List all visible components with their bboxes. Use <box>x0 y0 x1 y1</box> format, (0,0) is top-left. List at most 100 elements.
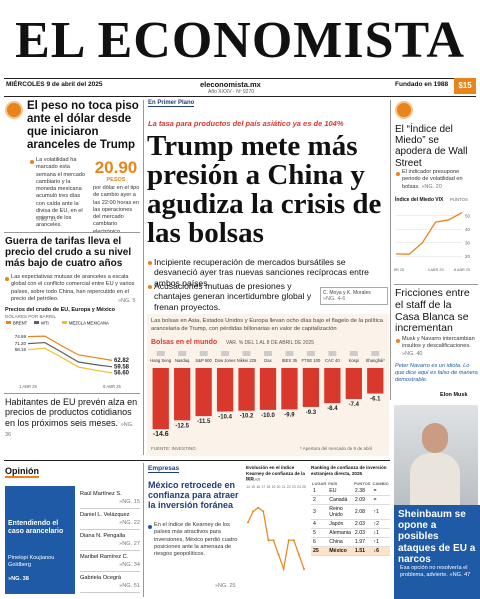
section-tag: En Primer Plano <box>148 100 195 107</box>
cell: 3 <box>311 504 328 520</box>
cell: ↓1 <box>371 528 390 538</box>
section-tag: Opinión <box>5 466 39 478</box>
x-tick-label: 16 <box>256 485 260 489</box>
cell: ↓6 <box>371 546 390 556</box>
point <box>252 510 255 513</box>
headline: Fricciones entre el staff de la Casa Bla… <box>395 287 470 335</box>
headline: Sheinbaum se opone a posibles ataques de… <box>398 509 476 565</box>
icon <box>395 101 413 119</box>
legend-swatch <box>34 321 39 324</box>
flag <box>178 351 187 356</box>
point <box>257 506 260 509</box>
columnist-name: Diana N. Pengalla <box>80 533 126 539</box>
y-tick-label: 50 <box>465 213 471 218</box>
headline: Guerra de tarifas lleva el precio del cr… <box>5 236 132 270</box>
quote: Peter Navarro es un idiota. Lo que dice … <box>395 363 478 383</box>
columnist: Daniel L. Velázquez »NG. 22 <box>80 509 140 530</box>
row: 3 Reino Unido 2.08 ↑1 <box>311 504 390 520</box>
bar <box>302 368 320 407</box>
x-tick-label: 21 <box>282 485 286 489</box>
value-label: -10.0 <box>261 413 275 419</box>
point <box>262 510 265 513</box>
value-label: -9.9 <box>284 412 295 418</box>
category-label: Shanghái* <box>366 358 386 363</box>
cell: = <box>371 487 390 496</box>
category-label: Dax <box>264 358 272 363</box>
point <box>267 539 270 542</box>
rule <box>4 232 140 233</box>
cell: ↑2 <box>371 519 390 529</box>
cell: 2.08 <box>352 504 372 520</box>
byline: C. Moya y K. Morales »NG. 4-6 <box>320 287 388 305</box>
issue: Año XXXV · Nº 9270 <box>208 89 255 95</box>
bar <box>238 368 255 411</box>
flag <box>371 351 380 356</box>
legend-label: WTI <box>41 321 49 326</box>
legend-swatch <box>6 321 11 324</box>
cell: 2.03 <box>352 528 372 538</box>
legend-swatch <box>62 321 67 324</box>
blue-box <box>394 505 480 599</box>
bullet <box>148 261 152 265</box>
bar <box>345 368 362 399</box>
chart-title: Bolsas en el mundo <box>151 339 218 346</box>
value-label: -10.4 <box>218 415 232 421</box>
header-cell: CAMBIO <box>372 481 389 486</box>
x-tick-label: 1 ABR 25 <box>19 384 37 389</box>
x-tick-label: 25 <box>302 485 306 489</box>
kearney-chart: 14 15 16 17 18 19 20 21 22 23 24 25 <box>246 485 306 572</box>
row: 25 México 1.51 ↓6 <box>311 546 390 556</box>
x-tick-label: 4 ABR 25 <box>428 268 444 272</box>
flag <box>199 351 208 356</box>
value-label: 74.69 <box>15 334 27 339</box>
point <box>282 568 285 570</box>
columnist: Raúl Martínez S. »NG. 15 <box>80 488 140 509</box>
row: 2 Canadá 2.09 = <box>311 495 390 505</box>
value-label: -7.4 <box>349 402 360 408</box>
chart-subtitle: LUGAR <box>246 477 261 482</box>
cell: ↑1 <box>371 504 390 520</box>
columnists: Raúl Martínez S. »NG. 15 Daniel L. Velázqu… <box>80 488 140 593</box>
category-label: IBEX 35 <box>282 358 298 363</box>
category-label: Hang Seng <box>150 358 172 363</box>
kicker: La tasa para productos del país asiático… <box>148 119 344 128</box>
date: MIÉRCOLES 9 de abril del 2025 <box>6 81 103 88</box>
bullet <box>30 160 34 164</box>
y-tick-label: 30 <box>465 240 471 245</box>
value-label: -11.5 <box>197 419 211 425</box>
header-cell: LUGAR <box>312 481 327 486</box>
cell: Reino Unido <box>327 504 353 520</box>
category-label: S&P 500 <box>195 358 212 363</box>
featured-title: Entendiendo el caso arancelario <box>8 520 64 536</box>
row: 1 EU 2.38 = <box>311 487 390 496</box>
founded: Fundado en 1988 <box>395 81 449 88</box>
chart-title: Índice del Miedo VIX <box>395 197 444 203</box>
category-label: FTSE 100 <box>301 358 321 363</box>
line <box>27 335 113 361</box>
source: FUENTE: INVESTING <box>151 446 196 451</box>
value-label: 62.82 <box>114 358 130 364</box>
byline-text: C. Moya y K. Morales <box>323 290 371 296</box>
page-ref: »NG. 25 <box>215 583 236 589</box>
bar <box>259 368 277 410</box>
cell: = <box>371 495 390 505</box>
page-ref: »NG. 22 <box>119 520 140 526</box>
chart-intro: Las bolsas en Asia, Estados Unidos y Eur… <box>151 318 384 332</box>
category-label: CAC 40 <box>325 358 340 363</box>
body: La volatilidad ha marcado esta semana el… <box>36 157 86 229</box>
value-label: 68.15 <box>15 347 27 352</box>
columnist: Diana N. Pengalla »NG. 27 <box>80 530 140 551</box>
oil-chart: BRENT WTI MEZCLA MEXICANA 74.69 62.82 71.20 59… <box>6 321 130 389</box>
bar <box>174 368 191 421</box>
legend-label: BRENT <box>13 321 28 326</box>
value-label: 56.60 <box>114 370 130 376</box>
legend-label: MEZCLA MEXICANA <box>69 321 109 326</box>
flag <box>349 351 358 356</box>
bar <box>216 368 234 412</box>
headline-text: Habitantes de EU prevén alza en precios … <box>5 397 138 428</box>
bullet <box>5 277 9 281</box>
chart-title: Evolución en el índice Kearney de confia… <box>246 465 305 481</box>
bar <box>281 368 298 410</box>
value-label: -9.3 <box>306 410 317 416</box>
cell: 4 <box>311 519 328 529</box>
